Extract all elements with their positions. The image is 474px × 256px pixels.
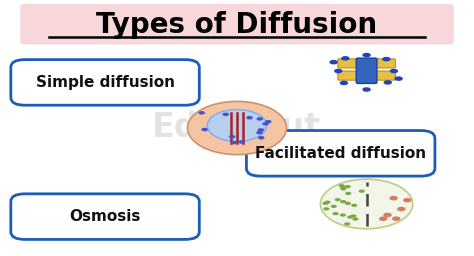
Circle shape <box>340 186 346 189</box>
Circle shape <box>345 202 351 205</box>
Circle shape <box>389 196 398 200</box>
Circle shape <box>394 76 403 81</box>
Circle shape <box>362 53 371 57</box>
Circle shape <box>258 136 264 140</box>
Circle shape <box>362 87 371 92</box>
Circle shape <box>334 69 343 73</box>
Circle shape <box>323 207 329 210</box>
FancyBboxPatch shape <box>11 60 199 105</box>
Text: Eduinput: Eduinput <box>152 112 322 144</box>
Circle shape <box>238 140 245 144</box>
Circle shape <box>231 141 237 144</box>
FancyBboxPatch shape <box>338 59 395 68</box>
Circle shape <box>379 216 387 221</box>
Circle shape <box>262 122 269 126</box>
FancyBboxPatch shape <box>246 131 435 176</box>
Circle shape <box>345 192 351 195</box>
FancyBboxPatch shape <box>11 194 199 239</box>
Text: Simple diffusion: Simple diffusion <box>36 75 174 90</box>
Circle shape <box>347 215 353 219</box>
Circle shape <box>188 101 286 155</box>
Circle shape <box>383 80 392 85</box>
Circle shape <box>256 117 263 121</box>
Circle shape <box>265 120 272 123</box>
Circle shape <box>340 213 346 217</box>
Text: Types of Diffusion: Types of Diffusion <box>96 11 378 39</box>
Circle shape <box>359 189 365 193</box>
Circle shape <box>344 222 350 226</box>
Circle shape <box>201 128 208 131</box>
Circle shape <box>229 135 236 138</box>
Circle shape <box>341 56 350 61</box>
FancyBboxPatch shape <box>338 71 395 80</box>
Circle shape <box>222 113 229 116</box>
FancyBboxPatch shape <box>20 4 454 45</box>
Circle shape <box>382 57 391 61</box>
Circle shape <box>383 213 392 217</box>
Text: Osmosis: Osmosis <box>69 209 141 224</box>
Circle shape <box>351 204 357 207</box>
Circle shape <box>325 200 331 204</box>
Text: Facilitated diffusion: Facilitated diffusion <box>255 146 426 161</box>
Circle shape <box>403 198 411 202</box>
Circle shape <box>338 184 345 187</box>
Circle shape <box>329 60 338 65</box>
Circle shape <box>320 179 413 229</box>
Circle shape <box>352 217 358 221</box>
Circle shape <box>350 214 356 218</box>
Circle shape <box>198 111 205 115</box>
Circle shape <box>322 202 328 205</box>
Circle shape <box>207 110 267 141</box>
Circle shape <box>345 185 351 188</box>
Circle shape <box>340 200 346 203</box>
Circle shape <box>340 187 346 190</box>
Circle shape <box>332 212 338 215</box>
Circle shape <box>340 81 348 85</box>
FancyBboxPatch shape <box>356 58 377 83</box>
Circle shape <box>256 131 263 134</box>
Circle shape <box>246 116 253 120</box>
Circle shape <box>335 198 341 201</box>
Circle shape <box>331 205 337 208</box>
Circle shape <box>397 207 406 211</box>
Circle shape <box>390 69 398 73</box>
Circle shape <box>257 128 264 132</box>
Circle shape <box>392 216 401 221</box>
